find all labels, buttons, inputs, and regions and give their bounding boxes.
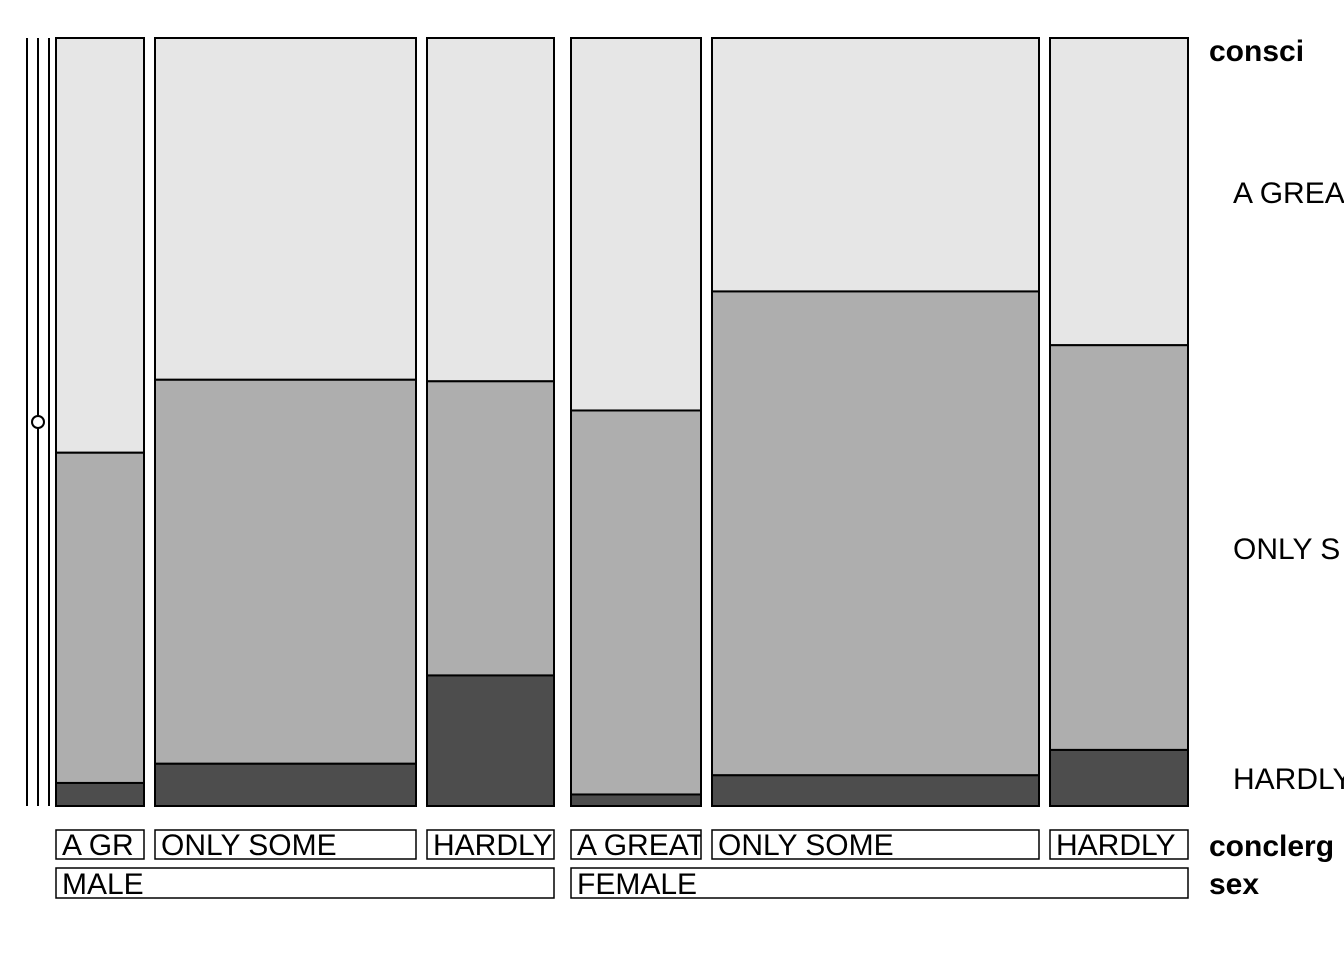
mosaic-tiles	[55, 37, 1189, 808]
conclerg-label-box	[1049, 829, 1189, 860]
inner-variable-label: conclerg	[1209, 830, 1334, 863]
tile-male-a-great-deal-hardly-any	[55, 781, 145, 808]
outer-variable-label: sex	[1209, 868, 1259, 901]
tile-male-hardly-any-a-great-deal	[426, 37, 555, 383]
tile-female-hardly-any-a-great-deal	[1049, 37, 1189, 347]
tile-male-only-some-only-some	[154, 378, 417, 765]
sex-label: MALE	[62, 868, 144, 901]
tile-female-a-great-deal-a-great-deal	[570, 37, 702, 412]
y-variable-label: consci	[1209, 35, 1304, 68]
tile-female-hardly-any-hardly-any	[1049, 748, 1189, 807]
tile-male-only-some-hardly-any	[154, 762, 417, 808]
marginal-marker	[31, 415, 45, 429]
tile-female-only-some-only-some	[711, 290, 1040, 777]
conclerg-label-box	[55, 829, 145, 860]
y-level-labels: A GREA ONLY S HARDLY	[1233, 177, 1344, 796]
tile-male-hardly-any-hardly-any	[426, 674, 555, 807]
conclerg-label: HARDLY	[433, 829, 552, 862]
tile-male-a-great-deal-only-some	[55, 451, 145, 784]
tile-male-only-some-a-great-deal	[154, 37, 417, 381]
marginal-spine	[26, 38, 50, 806]
sex-label-box	[570, 867, 1189, 899]
conclerg-label-box	[426, 829, 555, 860]
conclerg-label: A GREAT	[577, 829, 705, 862]
tile-male-hardly-any-only-some	[426, 380, 555, 677]
conclerg-label: HARDLY	[1056, 829, 1175, 862]
conclerg-label: ONLY SOME	[161, 829, 337, 862]
x-axis-labels: A GR ONLY SOME HARDLY MALE A GREAT ONLY SOME H…	[55, 829, 1189, 901]
conclerg-label-box	[711, 829, 1040, 860]
y-level-label-hardly-any: HARDLY	[1233, 763, 1344, 796]
tile-female-a-great-deal-hardly-any	[570, 793, 702, 807]
conclerg-label: ONLY SOME	[718, 829, 894, 862]
conclerg-label-box	[154, 829, 417, 860]
conclerg-label-box	[570, 829, 702, 860]
sex-label-box	[55, 867, 555, 899]
conclerg-label: A GR	[62, 829, 134, 862]
y-level-label-only-some: ONLY S	[1233, 533, 1340, 566]
y-level-label-a-great-deal: A GREA	[1233, 177, 1344, 210]
tile-female-a-great-deal-only-some	[570, 409, 702, 796]
tile-male-a-great-deal-a-great-deal	[55, 37, 145, 454]
tile-female-only-some-hardly-any	[711, 774, 1040, 808]
tile-female-hardly-any-only-some	[1049, 344, 1189, 751]
sex-label: FEMALE	[577, 868, 697, 901]
tile-female-only-some-a-great-deal	[711, 37, 1040, 293]
